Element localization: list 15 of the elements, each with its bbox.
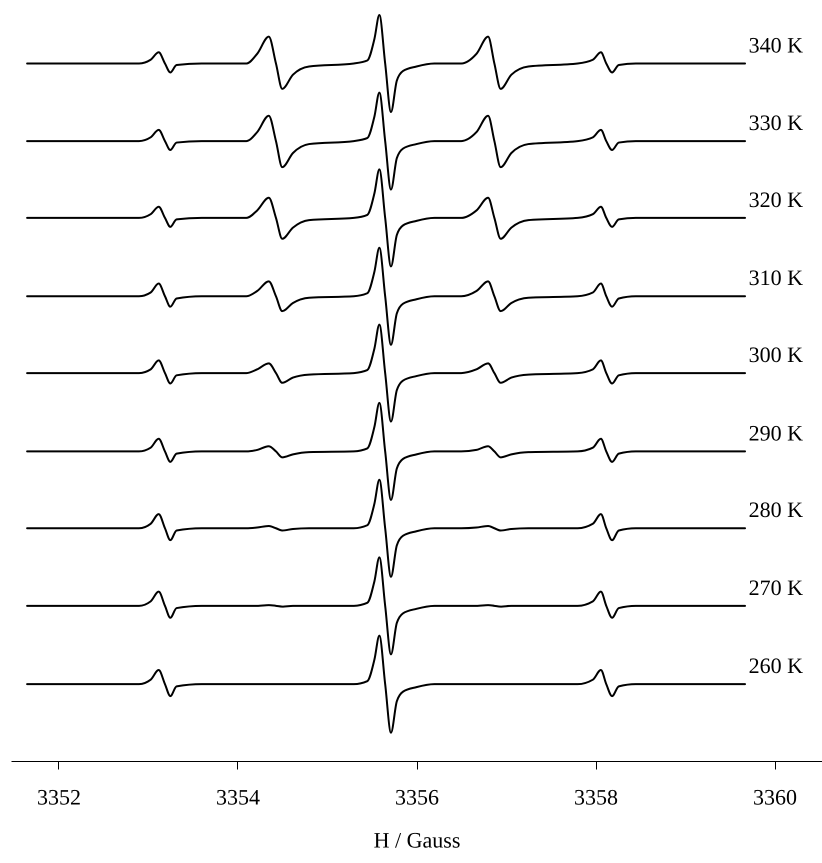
series-label: 290 K [748,420,804,446]
x-tick-label: 3356 [395,784,439,810]
series-label: 280 K [748,497,804,522]
x-tick-label: 3360 [753,784,798,810]
series-label: 300 K [748,342,804,368]
series-label: 260 K [748,653,804,678]
series-label: 270 K [748,574,804,600]
series-label: 340 K [748,32,804,58]
series-label: 310 K [748,265,804,290]
x-tick-label: 3358 [574,784,618,810]
x-tick-label: 3354 [216,784,260,810]
x-axis-title: H / Gauss [374,828,460,852]
series-label: 330 K [748,110,804,136]
series-label: 320 K [748,186,804,212]
x-tick-label: 3352 [36,784,81,810]
